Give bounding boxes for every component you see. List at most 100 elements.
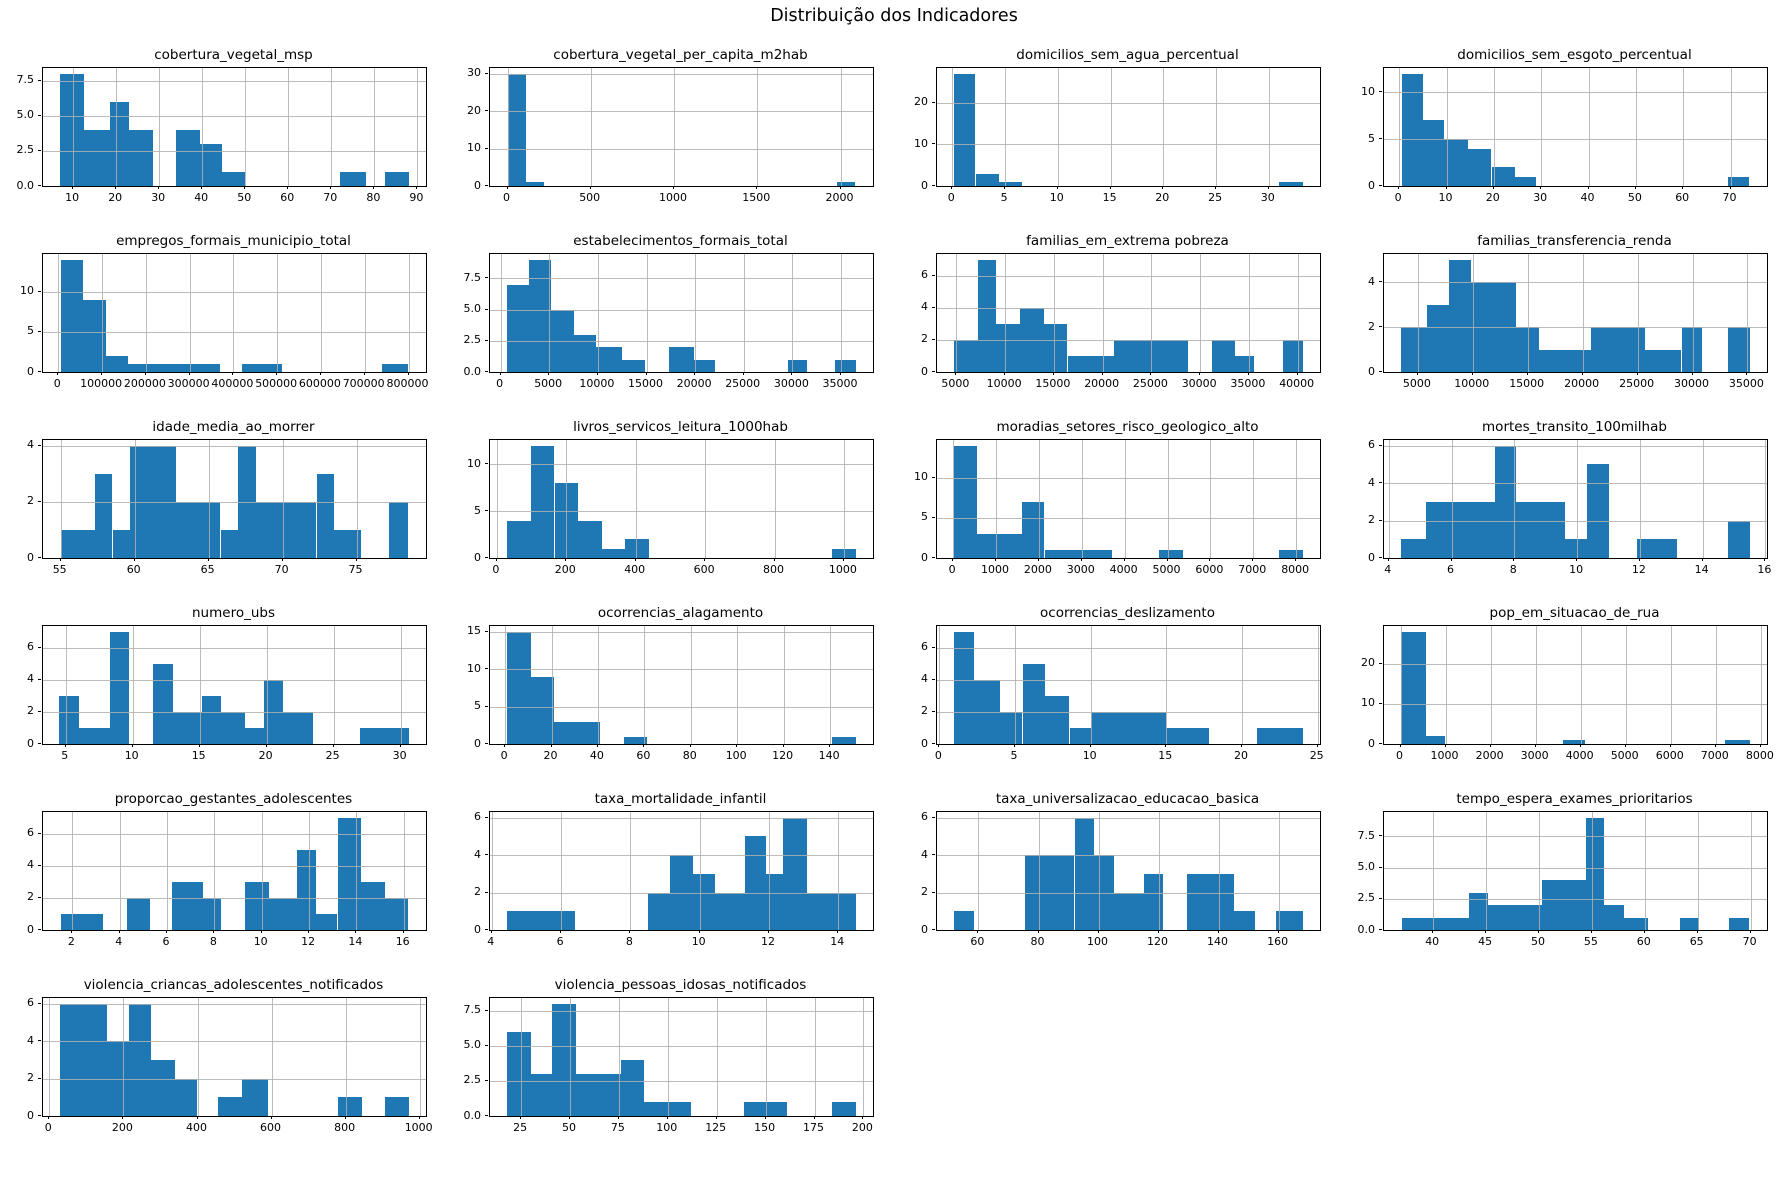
x-tick-label: 20 (258, 749, 273, 762)
x-tick-label: 60 (970, 935, 985, 948)
x-tick-label: 55 (52, 563, 67, 576)
gridline (1015, 626, 1016, 744)
tick-mark (1150, 372, 1152, 375)
y-tick-label: 4 (1368, 274, 1375, 288)
histogram-bar (297, 849, 317, 930)
histogram-bar (1158, 550, 1184, 558)
x-tick-label: 800000 (386, 377, 429, 390)
gridline (1451, 440, 1453, 558)
tick-mark (932, 306, 935, 308)
y-tick-label: 4 (27, 438, 34, 452)
subplot-pop_em_situacao_de_rua: pop_em_situacao_de_rua 0 1000 2000 3000 4000 5… (1341, 604, 1788, 790)
tick-mark (1052, 372, 1054, 375)
plot-area (1383, 625, 1768, 745)
tick-mark (38, 79, 41, 81)
gridline (1493, 68, 1495, 186)
tick-mark (1296, 372, 1298, 375)
gridline (1765, 440, 1767, 558)
subplot-familias_transferencia_renda: familias_transferencia_renda 5000 10000 150… (1341, 232, 1788, 418)
histogram-bar (128, 1003, 152, 1116)
gridline (490, 464, 873, 466)
x-tick-label: 10 (124, 749, 139, 762)
gridline (1399, 68, 1401, 186)
gridline (43, 679, 426, 681)
x-tick-label: 60 (1675, 191, 1690, 204)
histogram-bar (217, 1097, 242, 1116)
tick-mark (38, 1077, 41, 1079)
gridline (1472, 254, 1474, 372)
tick-mark (330, 186, 332, 189)
tick-mark (977, 930, 979, 933)
y-tick-label: 0 (1368, 178, 1375, 192)
gridline (288, 68, 290, 186)
tick-mark (1379, 91, 1382, 93)
histogram-bar (94, 473, 113, 558)
y-tick-label: 0 (921, 364, 928, 378)
histogram-bar (525, 182, 545, 186)
histogram-bar (1645, 349, 1682, 372)
histogram-bar (60, 913, 104, 930)
gridline (1539, 812, 1540, 930)
histogram-bar (530, 1073, 553, 1116)
tick-mark (1587, 186, 1589, 189)
gridline (364, 254, 366, 372)
tick-mark (1241, 744, 1242, 747)
gridline (1384, 898, 1767, 900)
y-tick-label: 4 (27, 858, 34, 872)
histogram-bar (109, 101, 130, 186)
histogram-bar (507, 284, 529, 372)
gridline (1038, 812, 1040, 930)
tick-mark (131, 744, 133, 747)
tick-mark (38, 290, 41, 292)
subplot-domicilios_sem_agua_percentual: domicilios_sem_agua_percentual 0 5 10 15 20 25… (894, 46, 1341, 232)
tick-mark (932, 101, 935, 103)
tick-mark (932, 274, 935, 276)
histogram-bar (1679, 917, 1699, 930)
y-tick-label: 0 (921, 922, 928, 936)
tick-mark (38, 929, 41, 930)
tick-mark (1217, 930, 1219, 933)
x-tick-label: 2000 (1023, 563, 1052, 576)
tick-mark (952, 558, 954, 561)
tick-mark (38, 185, 41, 186)
tick-mark (694, 372, 696, 375)
gridline (199, 626, 201, 744)
tick-mark (506, 186, 508, 189)
histogram-bar (1636, 539, 1678, 558)
tick-mark (1379, 743, 1382, 744)
tick-mark (589, 186, 591, 189)
x-tick-label: 8 (1509, 563, 1517, 576)
histogram-bar (171, 881, 203, 930)
x-tick-label: 1000 (659, 191, 687, 204)
tick-mark (773, 558, 775, 561)
x-tick-label: 40 (1580, 191, 1595, 204)
histogram-bar (202, 897, 222, 930)
x-tick-label: 40 (194, 191, 209, 204)
gridline (277, 254, 279, 372)
histogram-bar (1044, 550, 1112, 558)
histogram-bar (60, 73, 84, 186)
tick-mark (158, 186, 160, 189)
tick-mark (38, 557, 41, 558)
tick-mark (932, 854, 935, 856)
tick-mark (1379, 281, 1382, 283)
subplot-title: familias_em_extrema pobreza (1026, 233, 1229, 249)
tick-mark (38, 646, 41, 648)
y-tick-label: 0.0 (16, 178, 35, 192)
gridline (705, 440, 707, 558)
subplot-title: ocorrencias_alagamento (597, 605, 764, 621)
tick-mark (550, 744, 552, 747)
subplot-title: mortes_transito_100milhab (1482, 419, 1667, 435)
tick-mark (1209, 558, 1211, 561)
tick-mark (48, 1116, 50, 1119)
x-tick-label: 40000 (1279, 377, 1315, 390)
histogram-bar (692, 873, 716, 930)
gridline (345, 998, 347, 1116)
x-tick-label: 20000 (1564, 377, 1600, 390)
x-tick-label: 15 (1102, 191, 1117, 204)
histogram-bar (1022, 663, 1046, 744)
tick-mark (1379, 326, 1382, 327)
histogram-bar (1585, 817, 1604, 930)
tick-mark (485, 668, 488, 670)
y-tick-label: 10 (1361, 696, 1375, 710)
